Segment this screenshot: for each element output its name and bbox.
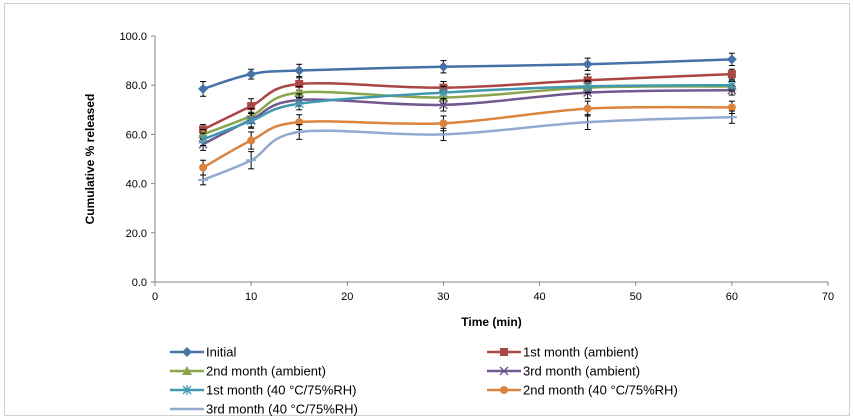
data-point: [438, 61, 449, 72]
data-point: [582, 59, 593, 70]
legend-swatch-marker: [500, 348, 508, 356]
data-point: [247, 136, 256, 145]
series-line: [202, 115, 732, 182]
data-point: [583, 81, 593, 92]
axes: [154, 36, 828, 283]
chart-frame: [4, 3, 850, 416]
data-point: [583, 104, 592, 113]
legend-item: 1st month (ambient): [487, 345, 639, 360]
data-point: [439, 119, 448, 128]
y-tick-label: 0.0: [132, 277, 147, 289]
y-axis-title: Cumulative % released: [83, 94, 97, 225]
legend-label: 2nd month (ambient): [206, 364, 326, 379]
data-point: [727, 70, 736, 79]
plot-area: [198, 52, 737, 186]
legend-swatch-marker: [500, 386, 508, 394]
legend-swatch-marker: [182, 366, 192, 375]
data-point: [199, 163, 208, 172]
legend-item: 2nd month (ambient): [170, 364, 326, 379]
legend-item: 2nd month (40 °C/75%RH): [487, 383, 678, 398]
series-line: [202, 83, 732, 141]
legend-label: 3rd month (40 °C/75%RH): [206, 402, 358, 417]
legend-item: 1st month (40 °C/75%RH): [170, 383, 356, 398]
data-point: [727, 80, 737, 91]
x-tick-label: 0: [152, 291, 158, 303]
data-point: [198, 83, 209, 94]
legend-label: Initial: [206, 345, 236, 360]
series-7: [198, 110, 737, 186]
x-tick-label: 40: [533, 291, 545, 303]
legend-label: 2nd month (40 °C/75%RH): [523, 383, 678, 398]
data-point: [438, 87, 448, 98]
legend-item: Initial: [170, 345, 236, 360]
legend-label: 3rd month (ambient): [523, 364, 640, 379]
x-tick-label: 10: [245, 291, 257, 303]
data-point: [246, 69, 257, 80]
y-tick-label: 40.0: [126, 179, 147, 191]
legend-item: 3rd month (40 °C/75%RH): [170, 402, 358, 417]
x-tick-label: 60: [726, 291, 738, 303]
data-point: [246, 115, 256, 126]
data-point: [294, 65, 305, 76]
series-5: [198, 79, 737, 146]
marker-stroke: [499, 366, 509, 376]
data-point: [294, 98, 304, 109]
legend: Initial 1st month (ambient) 2nd month (amb…: [170, 345, 678, 417]
legend-label: 1st month (ambient): [523, 345, 639, 360]
marker-stroke: [438, 100, 448, 110]
legend-swatch-marker: [182, 347, 192, 357]
data-point: [438, 100, 448, 110]
legend-label: 1st month (40 °C/75%RH): [206, 383, 356, 398]
series-4: [198, 84, 737, 151]
x-axis-title: Time (min): [461, 315, 521, 329]
data-point: [294, 87, 305, 97]
legend-item: 3rd month (ambient): [487, 364, 640, 379]
series-line: [202, 85, 732, 136]
y-tick-label: 20.0: [126, 228, 147, 240]
y-tick-label: 60.0: [126, 129, 147, 141]
data-point: [247, 102, 256, 111]
x-tick-label: 20: [341, 291, 353, 303]
data-point: [727, 103, 736, 112]
y-tick-label: 100.0: [119, 31, 147, 43]
x-tick-label: 50: [630, 291, 642, 303]
legend-swatch-marker: [499, 366, 509, 376]
data-point: [295, 79, 304, 88]
data-point: [198, 134, 208, 145]
tick-labels: 0 10 20 30 40 50 60 70 0.0 20.0 40.0 60.0 80.0 100.0: [119, 31, 834, 303]
x-tick-label: 70: [822, 291, 834, 303]
legend-swatch-marker: [182, 385, 192, 395]
series-1: [198, 52, 737, 97]
y-tick-label: 80.0: [126, 80, 147, 92]
x-tick-label: 30: [437, 291, 449, 303]
data-point: [726, 54, 737, 65]
